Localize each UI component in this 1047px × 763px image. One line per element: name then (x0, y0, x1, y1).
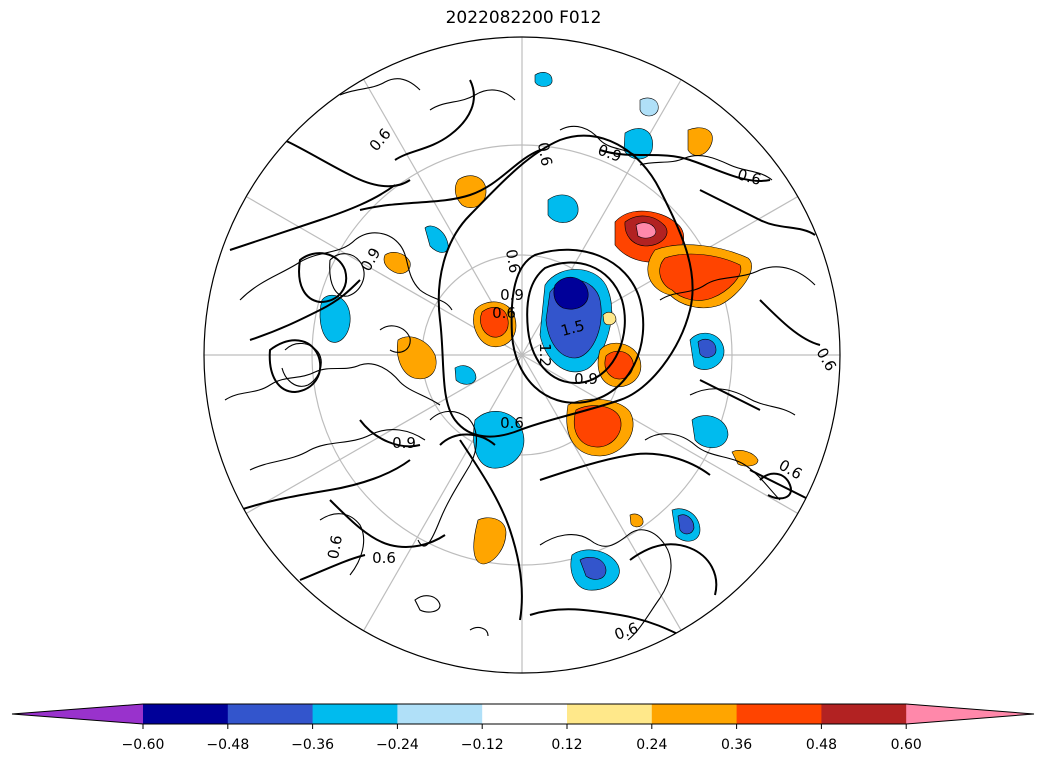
contour-label: 0.6 (534, 141, 556, 168)
colorbar-tick-label: 0.12 (551, 737, 582, 753)
colorbar-tick-label: 0.60 (891, 737, 922, 753)
contour-label: 0.6 (502, 248, 524, 275)
colorbar-tick-label: −0.24 (376, 737, 419, 753)
colorbar-segment (567, 704, 653, 724)
colorbar-segment (482, 704, 568, 724)
colorbar-tick-label: −0.60 (122, 737, 165, 753)
anomaly-fill (319, 72, 759, 591)
colorbar-tick-label: −0.12 (461, 737, 504, 753)
colorbar-extend-high (906, 704, 1034, 724)
colorbar-segment (736, 704, 822, 724)
colorbar-segment (821, 704, 907, 724)
contour-label: 0.6 (324, 534, 346, 561)
colorbar-tick-label: 0.36 (721, 737, 752, 753)
contour-label: 0.6 (372, 549, 396, 567)
colorbar-tick-label: 0.24 (636, 737, 667, 753)
colorbar-segment (397, 704, 483, 724)
map-border (203, 36, 841, 674)
contour-label: 0.6 (735, 165, 763, 189)
contour-label: 0.6 (500, 414, 524, 432)
colorbar-segment (312, 704, 398, 724)
colorbar-tick-label: −0.36 (291, 737, 334, 753)
contour-label: 1.5 (559, 316, 587, 340)
contour-lines (229, 79, 821, 641)
colorbar-tick-label: −0.48 (206, 737, 249, 753)
colorbar-ticks: −0.60 −0.48 −0.36 −0.24 −0.12 0.12 0.24 0.36 0.4… (122, 724, 922, 753)
colorbar-tick-label: 0.48 (806, 737, 837, 753)
colorbar-extend-low (12, 704, 143, 724)
coastlines (224, 78, 816, 641)
map-title: 2022082200 F012 (445, 8, 602, 28)
contour-label: 0.6 (492, 304, 516, 322)
graticule (204, 37, 840, 673)
colorbar-segment (143, 704, 229, 724)
contour-label: 0.9 (574, 370, 598, 388)
colorbar-segment (651, 704, 738, 724)
contour-label: 1.2 (536, 343, 554, 367)
contour-label: 0.9 (392, 434, 416, 452)
colorbar (11, 703, 1035, 725)
colorbar-segment (227, 704, 314, 724)
contour-label: 0.9 (500, 286, 524, 304)
